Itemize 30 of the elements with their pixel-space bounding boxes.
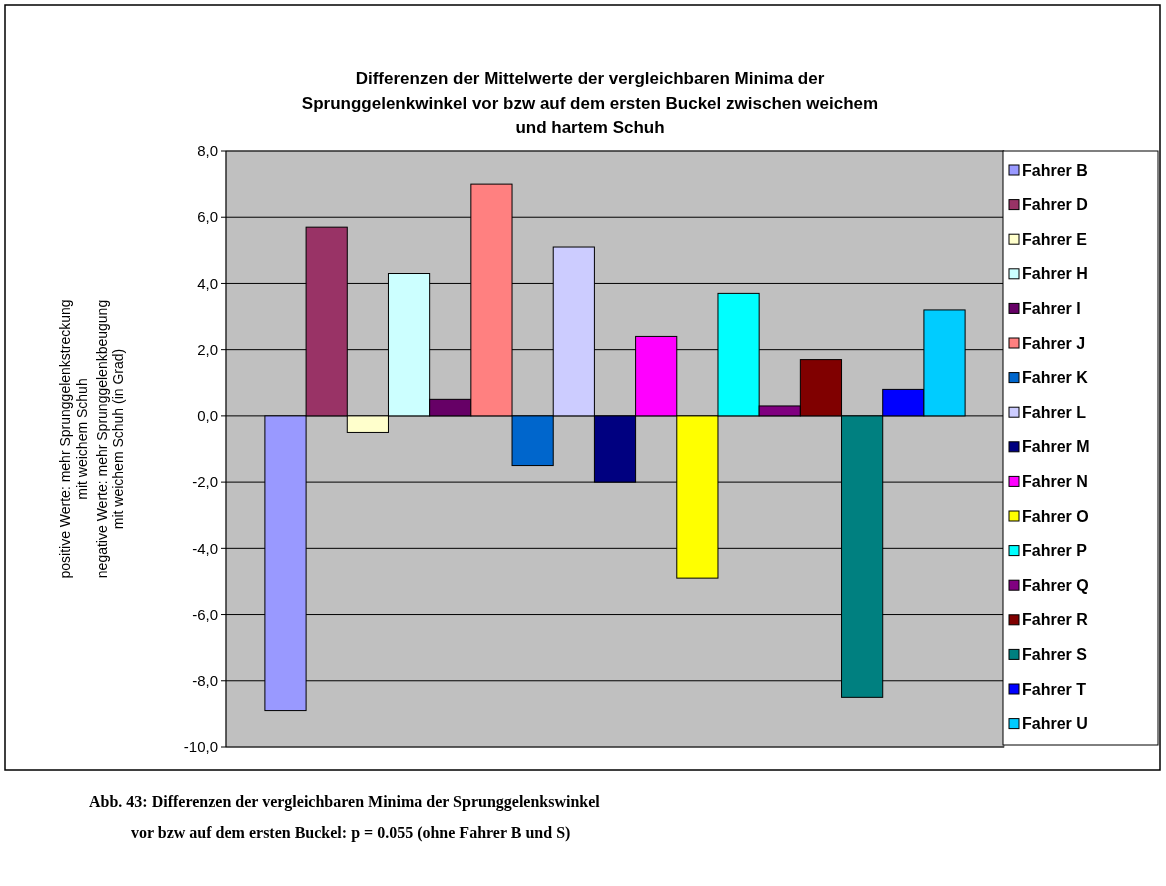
y-tick-label: -6,0 [192, 605, 218, 623]
y-tick-label: 8,0 [197, 142, 218, 160]
legend-label: Fahrer O [1022, 507, 1089, 525]
legend-label: Fahrer N [1022, 473, 1088, 490]
legend-label: Fahrer I [1022, 300, 1081, 317]
legend-label: Fahrer J [1022, 334, 1086, 352]
y-tick-label: -8,0 [192, 672, 218, 690]
legend-label: Fahrer E [1022, 230, 1088, 248]
y-tick-label: 4,0 [197, 274, 218, 292]
legend-label: Fahrer U [1022, 715, 1088, 733]
legend-label: Fahrer M [1022, 438, 1090, 456]
legend-label: Fahrer K [1022, 369, 1089, 387]
legend-label: Fahrer S [1022, 646, 1088, 663]
y-tick-label: -2,0 [192, 473, 218, 491]
legend-label: Fahrer R [1022, 611, 1089, 629]
legend-label: Fahrer H [1022, 265, 1088, 283]
y-tick-label: -10,0 [183, 738, 218, 756]
legend-label: Fahrer T [1022, 680, 1087, 698]
y-tick-label: 2,0 [197, 340, 218, 358]
caption: Abb. 43: Differenzen der vergleichbaren Minima der Sprunggelenkswinkel vor bzw auf dem ersten Buckel: p = 0.055 (ohne Fahrer B und S) [89, 793, 601, 842]
chart-title: Differenzen der Mittelwerte der vergleichbaren Minima der Sprunggelenkwinkel vor bzw auf dem ersten Buckel zwischen weichem und hartem Schuh [301, 69, 879, 137]
legend-label: Fahrer Q [1022, 576, 1089, 594]
y-tick-label: 0,0 [197, 407, 218, 425]
y-tick-label: 6,0 [197, 208, 218, 226]
y-axis-title: positive Werte: mehr Sprunggelenkstreckung mit weichem Schuh negative Werte: mehr Sprunggelenkbeugung mit weichem Schuh (in Grad) [57, 299, 126, 579]
legend-label: Fahrer D [1022, 196, 1088, 214]
legend-label: Fahrer P [1022, 542, 1088, 560]
y-tick-label: -4,0 [192, 539, 218, 557]
legend-label: Fahrer L [1022, 403, 1087, 421]
legend-label: Fahrer B [1022, 161, 1088, 179]
